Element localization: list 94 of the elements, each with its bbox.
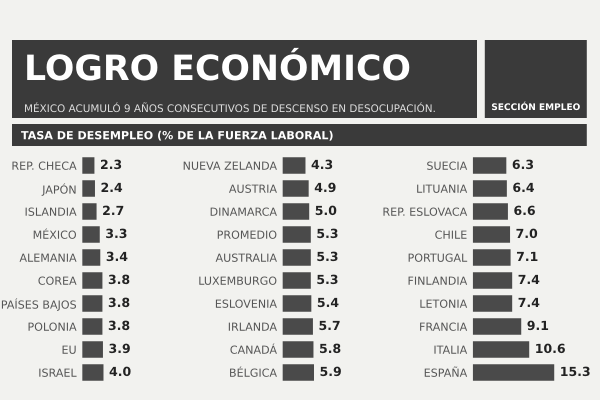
bar — [82, 157, 94, 174]
bar — [472, 249, 511, 266]
bar — [472, 318, 522, 335]
y-tick-label: LITUANIA — [417, 184, 468, 193]
y-tick-label: REP. ESLOVACA — [383, 207, 468, 216]
y-tick-label: PORTUGAL — [408, 253, 468, 262]
bar — [82, 341, 103, 358]
y-tick-label: IRLANDA — [228, 322, 277, 331]
data-label: 4.3 — [312, 160, 332, 170]
bar — [472, 226, 510, 243]
data-label: 5.3 — [317, 252, 338, 262]
bar — [82, 295, 102, 312]
y-tick-label: AUSTRALIA — [216, 253, 277, 262]
data-label: 4.0 — [110, 366, 131, 376]
y-tick-label: JAPÓN — [42, 183, 76, 196]
data-label: 5.9 — [320, 366, 341, 376]
text: LOGRO ECONÓMICO — [27, 48, 410, 80]
data-label: 2.7 — [103, 206, 124, 215]
bar — [282, 341, 314, 358]
y-tick-label: ISRAEL — [39, 368, 77, 377]
y-tick-label: LUXEMBURGO — [199, 276, 276, 285]
y-tick-label: CHILE — [435, 230, 467, 239]
data-label: 3.8 — [108, 274, 130, 284]
bar — [82, 272, 102, 289]
bar — [282, 226, 311, 243]
y-tick-label: LETONIA — [420, 299, 468, 308]
bar — [82, 180, 95, 197]
bar — [472, 341, 530, 358]
y-tick-label: ESPAÑA — [424, 366, 468, 377]
y-tick-label: ITALIA — [434, 346, 468, 354]
data-label: 6.3 — [512, 160, 534, 170]
data-label: 15.3 — [561, 366, 590, 376]
bar — [282, 249, 311, 266]
data-label: 3.4 — [106, 252, 128, 262]
bar — [82, 364, 104, 381]
y-tick-label: FINLANDIA — [408, 276, 468, 285]
bar — [282, 203, 310, 220]
y-tick-label: BÉLGICA — [230, 366, 277, 377]
data-label: 5.3 — [317, 274, 338, 284]
data-label: 5.8 — [320, 344, 340, 354]
y-tick-label: ISLANDIA — [26, 207, 77, 216]
data-label: 5.4 — [318, 298, 338, 308]
y-tick-label: DINAMARCA — [210, 207, 277, 216]
bar — [282, 180, 309, 197]
y-tick-label: REP. CHECA — [12, 161, 77, 170]
y-tick-label: NUEVA ZELANDA — [184, 162, 277, 170]
data-label: 2.4 — [102, 182, 122, 192]
bar — [472, 203, 508, 220]
bar — [472, 180, 507, 197]
bar — [282, 318, 313, 335]
y-tick-label: FRANCIA — [420, 322, 468, 331]
text: SECCIÓN EMPLEO — [492, 102, 580, 110]
data-label: 4.9 — [314, 182, 336, 192]
y-tick-label: SUECIA — [427, 161, 468, 170]
data-label: 5.7 — [319, 320, 340, 330]
data-label: 2.3 — [100, 160, 122, 170]
data-label: 10.6 — [536, 344, 565, 354]
data-label: 3.9 — [109, 344, 130, 354]
data-label: 7.1 — [516, 252, 538, 261]
data-label: 3.8 — [108, 320, 130, 330]
bar — [472, 364, 554, 381]
bar — [82, 318, 102, 335]
bar — [282, 272, 311, 289]
text: TASA DE DESEMPLEO (% DE LA FUERZA LABORAL) — [21, 130, 333, 141]
text: MÉXICO ACUMULÓ 9 AÑOS CONSECUTIVOS DE DESCENSO EN DESOCUPACIÓN. — [25, 102, 435, 112]
bar — [82, 203, 97, 220]
data-label: 7.4 — [518, 298, 540, 307]
bar — [472, 295, 512, 312]
bar — [282, 295, 312, 312]
data-label: 6.4 — [513, 182, 534, 192]
data-label: 7.0 — [516, 228, 538, 238]
y-tick-label: ESLOVENIA — [216, 299, 277, 308]
y-tick-label: CANADÁ — [230, 343, 277, 354]
y-tick-label: EU — [62, 346, 76, 354]
y-tick-label: COREA — [38, 276, 77, 285]
y-tick-label: ALEMANIA — [20, 254, 77, 262]
y-tick-label: AUSTRIA — [228, 184, 277, 193]
bar — [282, 364, 314, 381]
y-tick-label: PAÍSES BAJOS — [2, 298, 76, 311]
data-label: 5.3 — [317, 228, 338, 238]
y-tick-label: POLONIA — [28, 322, 77, 331]
data-label: 6.6 — [514, 206, 535, 216]
bar — [282, 157, 306, 174]
bar — [472, 157, 506, 174]
bar — [82, 249, 100, 266]
bar — [82, 226, 100, 243]
data-label: 3.8 — [108, 298, 130, 308]
data-label: 5.0 — [316, 206, 336, 216]
data-label: 9.1 — [527, 320, 548, 330]
y-tick-label: MÉXICO — [34, 228, 76, 239]
bar — [472, 272, 512, 289]
data-label: 7.4 — [518, 274, 540, 284]
y-tick-label: PROMEDIO — [218, 230, 276, 239]
data-label: 3.3 — [106, 228, 126, 238]
